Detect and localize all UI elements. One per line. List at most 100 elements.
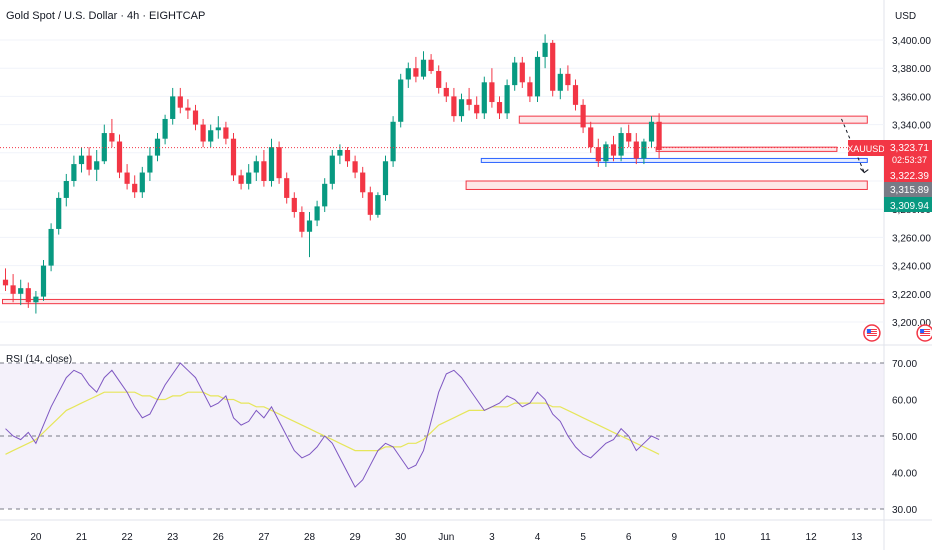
candle — [139, 166, 145, 198]
candle-body — [253, 161, 259, 173]
price-tick-label: 3,400.00 — [892, 36, 931, 47]
candle-body — [527, 82, 533, 97]
rsi-line — [5, 362, 660, 488]
candle — [177, 87, 183, 114]
candle-body — [147, 155, 153, 173]
resistance-zone-4[interactable] — [2, 298, 885, 305]
candle-body — [162, 118, 168, 139]
candle — [428, 54, 434, 74]
candle — [223, 121, 229, 145]
ticker-tag-bg — [848, 140, 884, 156]
candle — [481, 76, 487, 119]
resistance-zone-3[interactable] — [655, 146, 838, 152]
us-flag-icon-2[interactable] — [916, 324, 932, 342]
candle — [86, 147, 92, 176]
time-tick-label: 30 — [395, 532, 407, 543]
candle — [344, 147, 351, 167]
resistance-zone-2[interactable] — [465, 180, 868, 190]
price-tag-red: 3,322.39 — [884, 168, 932, 182]
candle-body — [428, 59, 434, 72]
candle — [10, 274, 16, 303]
price-tag-gray-bg — [884, 182, 932, 197]
candle-body — [550, 42, 556, 91]
candle — [94, 149, 100, 181]
candle-body — [413, 68, 419, 77]
time-tick-label: 6 — [626, 532, 632, 543]
candle — [162, 114, 168, 145]
candle-body — [481, 82, 487, 114]
candle-body — [215, 127, 221, 131]
us-flag-icon-1[interactable] — [863, 324, 881, 342]
candle-body — [504, 85, 510, 114]
candle-body — [382, 161, 389, 196]
candle-body — [94, 161, 100, 170]
candle — [474, 96, 480, 119]
price-tag-red-bg — [884, 168, 932, 182]
candles-layer[interactable] — [2, 34, 662, 314]
candle-body — [291, 197, 297, 213]
countdown-timer: 02:53:37 — [892, 155, 927, 165]
candle-body — [10, 285, 16, 294]
candle — [572, 79, 579, 111]
candle-body — [398, 79, 404, 122]
candle — [147, 147, 153, 181]
price-tags: XAUUSD 3,323.71 02:53:37 3,322.39 3,315.… — [847, 140, 932, 212]
candle-body — [496, 102, 503, 114]
resistance-zone-1[interactable] — [518, 115, 868, 124]
time-axis[interactable]: 20 21 22 23 26 27 28 29 30 Jun 3 4 5 6 9 10 11 12 13 — [0, 519, 932, 543]
candle-body — [177, 96, 183, 108]
price-tick-label: 3,360.00 — [892, 92, 931, 103]
candle-body — [18, 288, 24, 294]
candle-body — [344, 149, 351, 162]
candle — [542, 34, 548, 69]
price-tag-green: 3,309.94 — [884, 197, 932, 212]
price-tick-label: 3,240.00 — [892, 262, 931, 273]
candle-body — [466, 99, 472, 105]
candle — [489, 68, 495, 108]
price-tag-green-bg — [884, 197, 932, 212]
candle-body — [261, 161, 267, 181]
time-tick-label: 12 — [806, 532, 818, 543]
candle-body — [580, 104, 586, 128]
candle — [595, 138, 601, 167]
candle — [420, 51, 427, 80]
rsi-tick-label: 30.00 — [892, 505, 917, 516]
candle-body — [268, 147, 275, 181]
candle — [215, 116, 221, 139]
currency-label: USD — [895, 11, 916, 22]
rsi-axis[interactable]: 30.00 40.00 50.00 60.00 70.00 — [892, 359, 917, 516]
price-tag-last: XAUUSD 3,323.71 02:53:37 — [847, 140, 932, 168]
candle-body — [71, 164, 77, 181]
candle-body — [86, 155, 92, 170]
candle-body — [223, 127, 229, 139]
candle — [512, 56, 518, 91]
time-tick-label: 11 — [760, 532, 771, 543]
candle — [71, 155, 77, 187]
candle-body — [299, 212, 305, 232]
candle — [25, 282, 31, 308]
candle-body — [124, 172, 130, 184]
candle — [253, 155, 259, 181]
candle-body — [405, 68, 411, 80]
rsi-tick-label: 40.00 — [892, 469, 917, 480]
candle-body — [109, 133, 115, 142]
rsi-title: RSI (14, close) — [6, 354, 72, 365]
candle — [268, 138, 275, 187]
support-zone-1[interactable] — [480, 157, 868, 163]
candle-body — [276, 147, 282, 179]
candle-body — [185, 107, 191, 111]
event-flags[interactable] — [863, 324, 932, 342]
candle-body — [2, 279, 9, 286]
price-tag-gray-value: 3,315.89 — [890, 185, 929, 196]
candle — [390, 116, 396, 167]
candle-body — [633, 141, 639, 159]
candle — [109, 118, 115, 148]
candle-body — [512, 62, 518, 86]
candle — [534, 51, 541, 103]
candle-body — [618, 133, 624, 156]
candle-body — [33, 296, 39, 303]
rsi-pane[interactable]: RSI (14, close) 30.00 40.00 50.00 60.00 70.0… — [0, 354, 917, 516]
